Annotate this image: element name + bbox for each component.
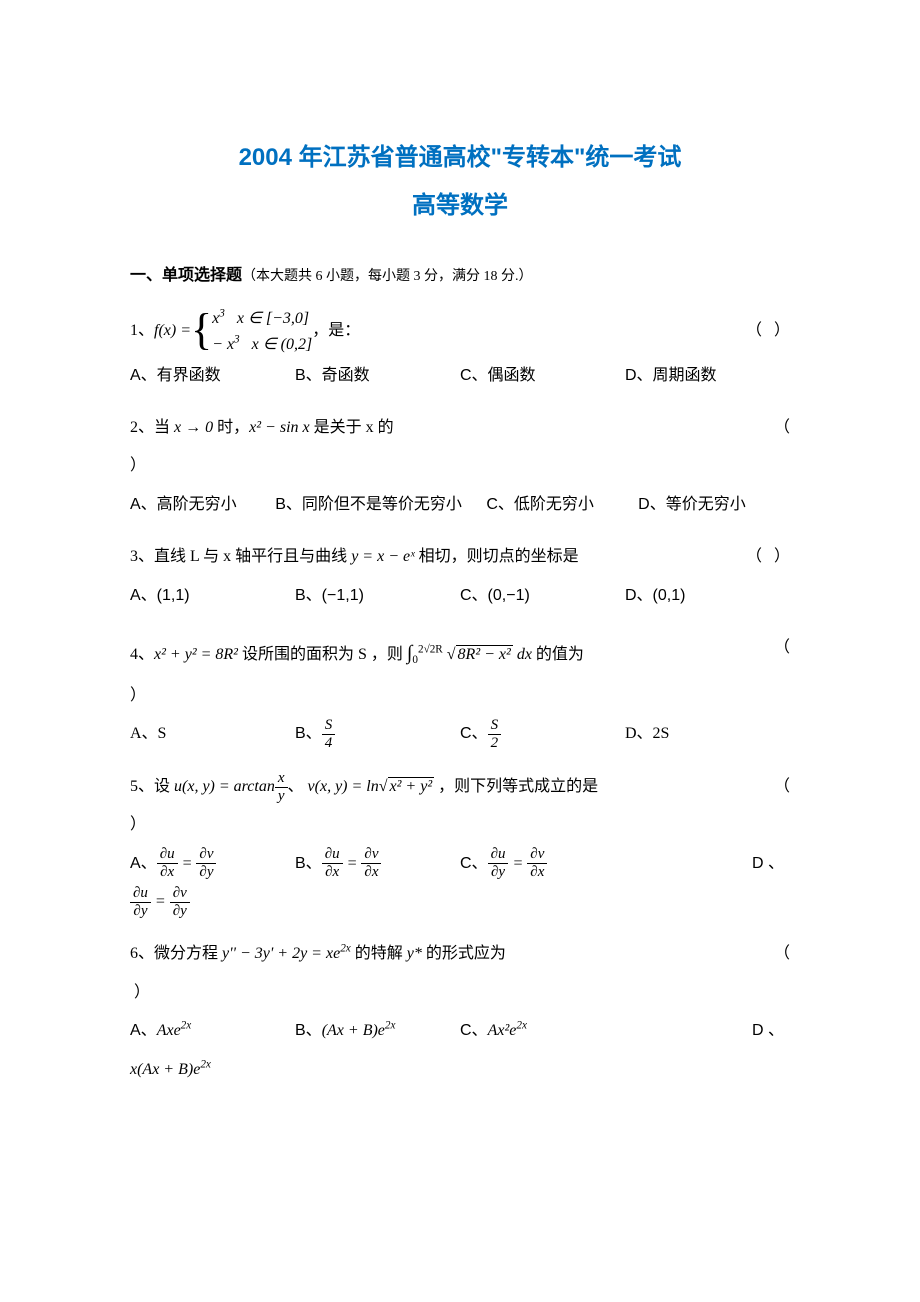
q5-sep: 、 [288, 778, 304, 795]
q5-uden: y [275, 788, 288, 805]
section-label: 一、单项选择题 [130, 267, 242, 284]
q4-optA: A、S [130, 725, 166, 742]
q1-optC: C、偶函数 [460, 367, 536, 384]
q4-hi: 2√2R [418, 644, 443, 656]
section-note: （本大题共 6 小题，每小题 3 分，满分 18 分.） [242, 269, 533, 284]
question-4: 4、x² + y² = 8R² 设所围的面积为 S ，则 ∫02√2R 8R² … [130, 629, 790, 754]
q3-a: 3、直线 L 与 x 轴平行且与曲线 [130, 548, 351, 565]
answer-paren: （ [774, 935, 790, 973]
q2-optC: C、低阶无穷小 [486, 496, 594, 513]
question-2: 2、当 x → 0 时，x² − sin x 是关于 x 的 （ ） A、高阶无… [130, 409, 790, 524]
q6-ystar: y* [407, 945, 422, 962]
sqrt-icon: x² + y² [379, 768, 434, 806]
answer-paren: （ [774, 409, 790, 447]
q1-optD: D、周期函数 [625, 367, 717, 384]
q2-optB: B、同阶但不是等价无穷小 [275, 496, 462, 513]
question-1: 1、 f(x) = { x3 x ∈ [−3,0] − x3 x ∈ (0,2]… [130, 306, 790, 395]
q6-optD-label: D 、 [752, 1022, 784, 1039]
brace-icon: { [191, 310, 212, 350]
q2-num: 2、当 [130, 419, 174, 436]
q4-optB: B、S4 [295, 725, 335, 742]
answer-paren: （ [774, 768, 790, 806]
q5-optB: B、∂u∂x = ∂v∂x [295, 855, 381, 872]
q5-unum: x [275, 770, 288, 788]
answer-paren: （ [774, 629, 790, 667]
q3-options: A、(1,1) B、(−1,1) C、(0,−1) D、(0,1) [130, 577, 790, 615]
q1-options: A、有界函数 B、奇函数 C、偶函数 D、周期函数 [130, 357, 790, 395]
q6-ode: y'' − 3y' + 2y = xe [222, 945, 340, 962]
q3-optD: D、(0,1) [625, 587, 685, 604]
q3-b: 相切，则切点的坐标是 [415, 548, 579, 565]
q5-vrad: x² + y² [388, 777, 435, 795]
q6-mid: 的特解 [351, 945, 407, 962]
q6-optB: B、(Ax + B)e2x [295, 1022, 395, 1039]
q2-options: A、高阶无穷小 B、同阶但不是等价无穷小 C、低阶无穷小 D、等价无穷小 [130, 486, 790, 524]
question-3: 3、直线 L 与 x 轴平行且与曲线 y = x − eˣ 相切，则切点的坐标是… [130, 538, 790, 615]
paren-close: ） [130, 687, 146, 704]
q2-optD: D、等价无穷小 [638, 496, 746, 513]
q4-optD: D、2S [625, 725, 669, 742]
q4-mid1: 设所围的面积为 S ，则 [238, 646, 407, 663]
q4-optC: C、S2 [460, 725, 501, 742]
answer-paren: （ ） [746, 538, 790, 576]
q5-num: 5、设 [130, 778, 174, 795]
q5-tail: ，则下列等式成立的是 [434, 778, 598, 795]
q1-tail: ，是： [312, 312, 360, 350]
q5-options: A、∂u∂x = ∂v∂y B、∂u∂x = ∂v∂x C、∂u∂y = ∂v∂… [130, 845, 790, 883]
q5-optD: ∂u∂y = ∂v∂y [130, 883, 790, 921]
paren-close: ） [134, 984, 150, 1001]
q1-r2a: − x [212, 336, 234, 353]
q6-odeexp: 2x [340, 943, 351, 955]
q2-mid: 时， [213, 419, 249, 436]
q1-fx: f(x) = [154, 312, 191, 350]
q4-eq: x² + y² = 8R² [154, 646, 238, 663]
q2-optA: A、高阶无穷小 [130, 496, 237, 513]
paren-close: ） [130, 457, 146, 474]
q5-optD-label: D 、 [752, 855, 784, 872]
q3-optA: A、(1,1) [130, 587, 190, 604]
q1-optA: A、有界函数 [130, 367, 221, 384]
page-subtitle: 高等数学 [130, 188, 790, 224]
q5-v: v(x, y) = ln [308, 778, 379, 795]
q3-optC: C、(0,−1) [460, 587, 530, 604]
q6-num: 6、微分方程 [130, 945, 222, 962]
q2-tail: 是关于 x 的 [310, 419, 394, 436]
q1-num: 1、 [130, 312, 154, 350]
question-5: 5、设 u(x, y) = arctanxy、 v(x, y) = ln x² +… [130, 768, 790, 922]
sqrt-icon: 8R² − x² [447, 636, 513, 674]
section-heading: 一、单项选择题（本大题共 6 小题，每小题 3 分，满分 18 分.） [130, 264, 790, 288]
q6-tail: 的形式应为 [422, 945, 506, 962]
q5-optA: A、∂u∂x = ∂v∂y [130, 855, 216, 872]
q4-options: A、S B、S4 C、S2 D、2S [130, 715, 790, 753]
q6-options: A、Axe2x B、(Ax + B)e2x C、Ax²e2x D 、 [130, 1012, 790, 1050]
answer-paren: （ ） [746, 312, 790, 350]
q4-dx: dx [513, 646, 532, 663]
q4-tail: 的值为 [532, 646, 584, 663]
question-6: 6、微分方程 y'' − 3y' + 2y = xe2x 的特解 y* 的形式应… [130, 935, 790, 1089]
q6-optD: x(Ax + B)e2x [130, 1051, 790, 1089]
exam-page: 2004 年江苏省普通高校"专转本"统一考试 高等数学 一、单项选择题（本大题共… [0, 0, 920, 1163]
q5-u: u(x, y) = arctan [174, 778, 275, 795]
q3-optB: B、(−1,1) [295, 587, 364, 604]
paren-close: ） [130, 816, 146, 833]
q1-r1exp: 3 [219, 308, 225, 320]
q4-rad: 8R² − x² [456, 645, 513, 663]
q6-optA: A、Axe2x [130, 1022, 191, 1039]
page-title: 2004 年江苏省普通高校"专转本"统一考试 [130, 140, 790, 176]
q1-piecewise: x3 x ∈ [−3,0] − x3 x ∈ (0,2] [212, 306, 312, 357]
q1-r2b: x ∈ (0,2] [252, 336, 313, 353]
q1-optB: B、奇函数 [295, 367, 370, 384]
q2-expr: x² − sin x [249, 419, 309, 436]
q5-optC: C、∂u∂y = ∂v∂x [460, 855, 547, 872]
q3-curve: y = x − eˣ [351, 548, 414, 565]
q4-num: 4、 [130, 646, 154, 663]
q1-r1b: x ∈ [−3,0] [237, 310, 309, 327]
q6-optC: C、Ax²e2x [460, 1022, 527, 1039]
q1-r2exp: 3 [234, 333, 240, 345]
q2-x0: x → 0 [174, 419, 213, 436]
